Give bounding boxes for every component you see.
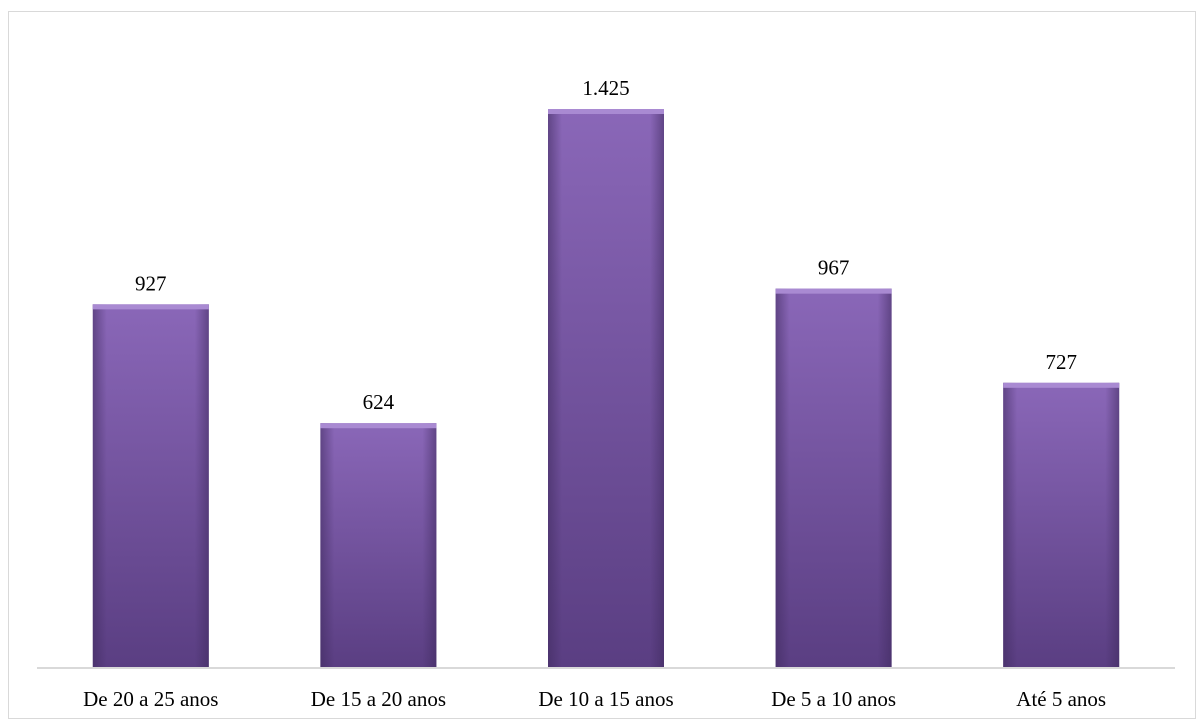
bar-edge-shade xyxy=(548,109,664,668)
bar-5 xyxy=(1003,382,1120,668)
bar-2 xyxy=(320,423,437,668)
bar-top-bevel xyxy=(1003,382,1120,388)
bar-top-bevel xyxy=(548,109,664,114)
data-label-4: 967 xyxy=(818,256,850,280)
category-label-4: De 5 a 10 anos xyxy=(771,687,896,711)
bar-1 xyxy=(92,304,209,668)
bar-edge-shade xyxy=(775,288,892,668)
data-label-5: 727 xyxy=(1045,350,1077,374)
data-label-3: 1.425 xyxy=(582,76,629,100)
bar-edge-shade xyxy=(92,304,209,668)
category-label-2: De 15 a 20 anos xyxy=(311,687,446,711)
bar-top-bevel xyxy=(775,288,892,294)
bar-3 xyxy=(548,109,664,668)
data-label-1: 927 xyxy=(135,271,167,295)
category-label-5: Até 5 anos xyxy=(1016,687,1106,711)
bar-top-bevel xyxy=(92,304,209,310)
category-label-3: De 10 a 15 anos xyxy=(538,687,673,711)
bar-edge-shade xyxy=(320,423,437,668)
bar-4 xyxy=(775,288,892,668)
category-label-1: De 20 a 25 anos xyxy=(83,687,218,711)
data-label-2: 624 xyxy=(363,390,395,414)
bar-top-bevel xyxy=(320,423,437,429)
bar-edge-shade xyxy=(1003,382,1120,668)
